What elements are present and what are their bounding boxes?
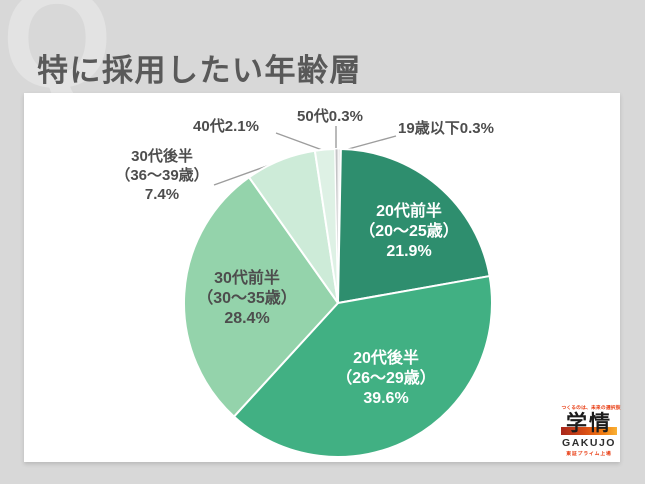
slice-label-line: （26〜29歳） (336, 370, 436, 387)
gakujo-logo: つくるのは、未来の選択肢 学情 GAKUJO 東証プライム上場 (560, 402, 621, 460)
slice-label-line: （30〜35歳） (197, 290, 297, 307)
slice-label-line: 30代後半 (131, 148, 193, 165)
slice-label-line: 21.9% (386, 243, 432, 260)
slice-label-late-20s: 20代後半 （26〜29歳） 39.6% (311, 349, 461, 409)
slice-label-line: （20〜25歳） (359, 223, 459, 240)
logo-gradient-bar (561, 427, 617, 435)
slice-label-line: 20代前半 (376, 203, 442, 220)
slice-label-line: 39.6% (363, 390, 409, 407)
slice-label-40s: 40代2.1% (161, 117, 291, 136)
slice-label-line: 0.3% (328, 108, 363, 125)
slice-label-line: 20代後半 (353, 350, 419, 367)
slice-label-line: 7.4% (144, 186, 180, 203)
pie-slice-early-30s (183, 176, 339, 418)
slice-label-line: 19歳以下 (398, 120, 460, 137)
logo-tagline: つくるのは、未来の選択肢 (561, 405, 621, 411)
logo-listing-text: 東証プライム上場 (566, 451, 612, 457)
slice-label-line: 50代 (297, 108, 329, 125)
page-title: 特に採用したい年齢層 (37, 52, 362, 88)
slice-label-under-19: 19歳以下0.3% (366, 119, 526, 138)
pie-slice-late-20s (233, 275, 493, 458)
pie-chart (183, 126, 493, 458)
leader-line-40s (275, 132, 326, 152)
slice-label-line: 30代前半 (214, 270, 280, 287)
pie-slice-early-20s (337, 148, 491, 304)
q-watermark: Q (2, 0, 113, 118)
slice-label-50s: 50代0.3% (265, 107, 395, 126)
pie-slice-50s (334, 148, 339, 304)
slice-label-line: （36〜39歳） (115, 167, 209, 184)
logo-brand-jp: 学情 (566, 412, 612, 435)
slice-label-line: 28.4% (224, 310, 270, 327)
pie-slices (183, 148, 493, 458)
slice-label-line: 0.3% (459, 120, 494, 137)
logo-brand-en: GAKUJO (562, 437, 616, 449)
slice-label-early-30s: 30代前半 （30〜35歳） 28.4% (172, 269, 322, 329)
slice-label-line: 2.1% (224, 118, 259, 135)
logo-name-wrap: 学情 (560, 412, 618, 436)
slice-label-late-30s: 30代後半 （36〜39歳） 7.4% (87, 147, 237, 204)
slice-label-early-20s: 20代前半 （20〜25歳） 21.9% (334, 202, 484, 262)
chart-card: 20代前半 （20〜25歳） 21.9% 20代後半 （26〜29歳） 39.6… (24, 93, 620, 462)
slice-label-line: 40代 (193, 118, 225, 135)
